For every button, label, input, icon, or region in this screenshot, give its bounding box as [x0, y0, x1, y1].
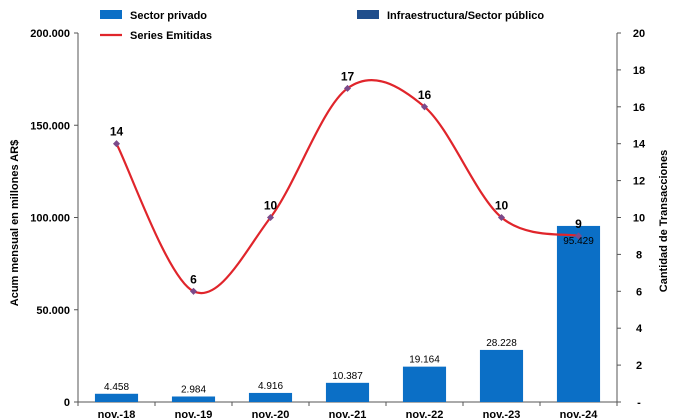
right-tick-label: 6 — [636, 286, 642, 298]
right-tick-label: 8 — [636, 249, 642, 261]
line-data-label: 16 — [418, 88, 432, 102]
bar-data-label: 95.429 — [563, 236, 594, 247]
left-tick-label: 150.000 — [30, 120, 70, 132]
series-point — [189, 287, 198, 295]
legend: Sector privado Infraestructura/Sector púb… — [100, 10, 544, 42]
bar-data-label: 4.458 — [104, 382, 129, 393]
left-tick-label: 50.000 — [36, 305, 70, 317]
line-data-label: 17 — [341, 69, 355, 83]
bars: 4.458 2.984 4.916 10.387 19.164 28.228 95.429 — [94, 225, 601, 402]
bar-sector-privado — [171, 396, 216, 402]
bar-data-label: 19.164 — [409, 355, 440, 366]
series-point — [420, 103, 429, 111]
right-tick-label: 20 — [633, 28, 645, 40]
bar-data-label: 4.916 — [258, 381, 283, 392]
bar-sector-privado — [479, 349, 524, 402]
left-tick-label: 0 — [64, 397, 70, 409]
series-point — [266, 213, 275, 222]
line-data-label: 6 — [190, 272, 197, 286]
right-tick-label: 16 — [633, 102, 645, 114]
legend-label-sector-privado: Sector privado — [130, 10, 207, 22]
left-axis: 0 50.000 100.000 150.000 200.000 — [30, 28, 79, 409]
series-point — [112, 140, 121, 148]
bar-sector-privado — [556, 225, 601, 402]
legend-label-infraestructura: Infraestructura/Sector público — [387, 10, 544, 22]
right-tick-label: 12 — [633, 176, 645, 188]
series-emitidas-line — [115, 79, 579, 295]
x-tick-label: nov.-19 — [175, 409, 213, 420]
bar-data-label: 10.387 — [332, 371, 363, 382]
line-data-label: 9 — [575, 217, 582, 231]
right-axis: - 2 4 6 8 10 12 14 16 18 20 — [616, 28, 646, 409]
line-data-label: 10 — [495, 199, 509, 213]
right-tick-label: - — [637, 397, 641, 409]
right-tick-label: 2 — [636, 360, 642, 372]
x-tick-label: nov.-22 — [406, 409, 444, 420]
series-point — [343, 84, 352, 92]
right-tick-label: 10 — [633, 213, 645, 225]
right-tick-label: 18 — [633, 65, 645, 77]
y-axis-title: Acum mensual en millones AR$ — [9, 140, 21, 306]
legend-swatch-infraestructura — [357, 10, 379, 19]
right-tick-label: 4 — [636, 323, 643, 335]
legend-swatch-sector-privado — [100, 10, 122, 19]
y2-axis-title: Cantidad de Transacciones — [658, 150, 670, 292]
left-tick-label: 200.000 — [30, 28, 70, 40]
bar-sector-privado — [325, 382, 370, 402]
bar-data-label: 2.984 — [181, 384, 206, 395]
x-tick-label: nov.-24 — [560, 409, 599, 420]
x-tick-label: nov.-21 — [329, 409, 367, 420]
bar-sector-privado — [94, 393, 139, 402]
x-tick-label: nov.-18 — [98, 409, 136, 420]
bar-sector-privado — [248, 392, 293, 402]
x-axis: nov.-18 nov.-19 nov.-20 nov.-21 nov.-22 nov.-… — [77, 401, 618, 420]
line-data-label: 14 — [110, 125, 124, 139]
x-tick-label: nov.-20 — [252, 409, 290, 420]
line-data-label: 10 — [264, 199, 278, 213]
series-line: 14 6 10 17 16 10 9 — [110, 69, 583, 295]
legend-label-series-emitidas: Series Emitidas — [130, 30, 212, 42]
bar-sector-privado — [402, 366, 447, 402]
bar-data-label: 28.228 — [486, 338, 517, 349]
series-point — [497, 213, 506, 222]
right-tick-label: 14 — [633, 139, 646, 151]
left-tick-label: 100.000 — [30, 213, 70, 225]
series-point — [574, 232, 583, 240]
x-tick-label: nov.-23 — [483, 409, 521, 420]
